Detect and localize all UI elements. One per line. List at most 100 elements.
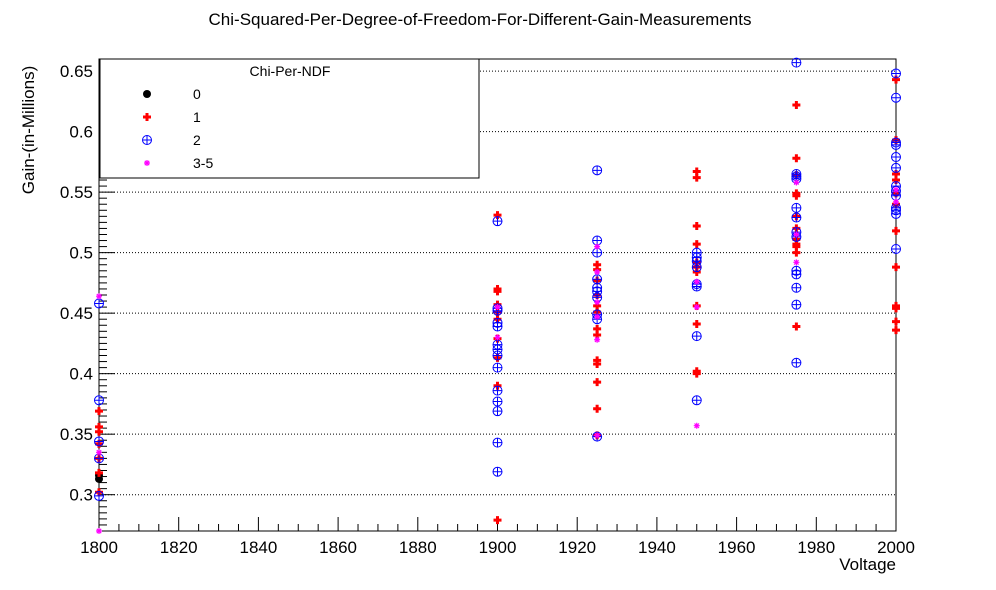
legend-title: Chi-Per-NDF [250,63,331,79]
data-point [891,152,901,163]
data-point [891,92,901,103]
data-point [792,154,801,163]
data-point [793,259,800,266]
x-axis-label: Voltage [839,555,896,574]
y-tick-label: 0.5 [69,244,93,263]
data-point [892,301,900,310]
data-point [792,189,801,198]
data-point [892,326,900,335]
data-point [492,362,503,373]
legend-label: 2 [193,132,201,148]
data-point [95,468,103,477]
legend-marker [142,135,152,145]
data-point [791,57,802,68]
data-point [593,324,602,333]
data-point [693,422,700,429]
data-point [891,244,901,255]
data-point [692,240,701,249]
data-point [96,293,102,300]
legend-label: 3-5 [193,155,213,171]
data-point [892,263,900,272]
data-point [492,437,503,448]
data-point [791,168,802,179]
x-tick-label: 1800 [80,538,118,557]
data-point [791,212,802,223]
data-point [692,167,701,176]
y-tick-label: 0.55 [60,183,93,202]
data-point [692,367,701,376]
y-tick-label: 0.45 [60,304,93,323]
x-tick-label: 1940 [638,538,676,557]
data-point [792,322,801,331]
data-point [493,284,502,293]
data-point [691,331,702,342]
data-point [493,516,502,525]
data-point [594,269,601,276]
y-tick-label: 0.4 [69,365,93,384]
data-point [492,396,503,407]
data-point [95,422,103,431]
data-point [793,231,800,238]
x-tick-label: 2000 [877,538,915,557]
x-tick-label: 1840 [239,538,277,557]
data-point [893,186,899,193]
data-point [692,320,701,329]
data-point [94,490,104,501]
y-tick-label: 0.35 [60,425,93,444]
legend-box [99,58,480,179]
data-point [94,436,104,447]
data-point [892,226,900,235]
data-point [593,356,602,365]
data-point [492,406,503,417]
data-point [96,449,102,456]
data-point [594,299,601,306]
data-point [893,198,899,205]
data-point [592,165,603,176]
data-point [594,336,601,343]
y-tick-label: 0.65 [60,62,93,81]
data-point [791,299,802,310]
data-point [691,247,702,258]
data-point [593,378,602,387]
chart-title: Chi-Squared-Per-Degree-of-Freedom-For-Di… [209,10,752,29]
data-point [793,179,800,186]
data-point [594,313,601,320]
data-point [593,260,602,269]
legend-label: 1 [193,109,201,125]
legend-marker [143,90,151,98]
legend-marker [144,160,150,166]
data-point [492,216,503,227]
data-point [791,202,802,213]
data-point [592,282,603,293]
data-point [891,68,901,79]
x-tick-label: 1920 [558,538,596,557]
data-point [94,395,104,406]
data-point [492,466,503,477]
data-point [791,357,802,368]
data-point [594,243,601,250]
data-point [492,317,503,328]
data-point [95,407,103,416]
data-point [693,278,700,285]
data-point [891,137,901,148]
data-point [692,222,701,231]
data-point [594,432,601,439]
data-point [691,395,702,406]
legend: Chi-Per-NDF 0 1 2 3-5 [99,58,480,179]
x-tick-label: 1860 [319,538,357,557]
x-tick-label: 1880 [399,538,437,557]
data-point [592,274,603,285]
data-points [94,57,901,534]
x-tick-label: 1900 [479,538,517,557]
data-point [492,339,503,350]
data-point [94,298,104,309]
data-point [96,528,102,534]
data-point [494,334,501,341]
data-point [492,385,503,396]
legend-entries: 0 1 2 3-5 [142,86,213,171]
legend-label: 0 [193,86,201,102]
y-tick-label: 0.6 [69,123,93,142]
data-point [791,265,802,276]
x-tick-label: 1960 [718,538,756,557]
data-point [693,304,700,311]
